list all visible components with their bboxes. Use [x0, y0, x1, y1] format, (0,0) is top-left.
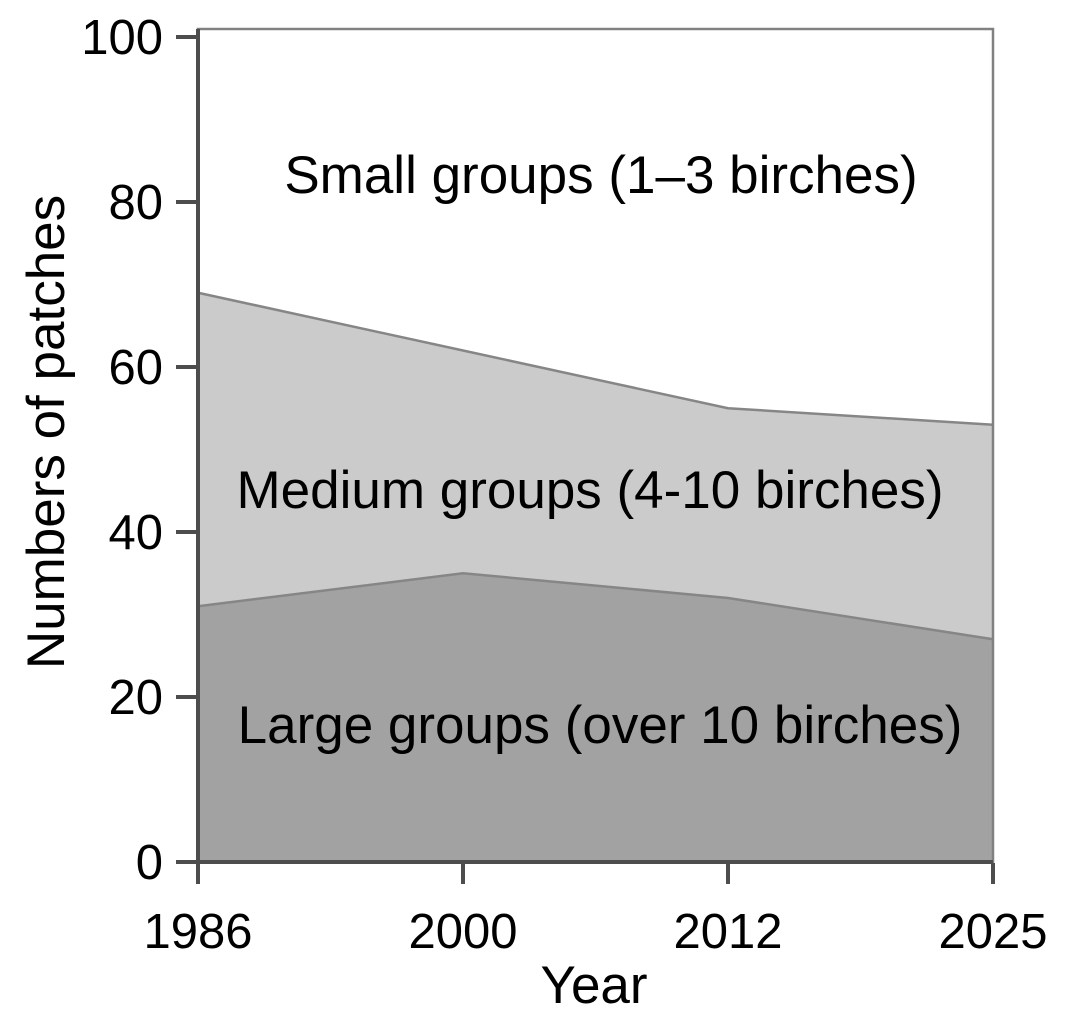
- y-tick-label-80: 80: [108, 176, 163, 230]
- y-tick-label-0: 0: [136, 836, 163, 890]
- y-tick-label-20: 20: [108, 671, 163, 725]
- y-tick-label-100: 100: [81, 11, 163, 65]
- medium-groups-area: [198, 292, 993, 640]
- large-groups-boundary-line: [197, 571, 994, 641]
- y-tick-labels: 100 80 60 40 20 0: [81, 11, 163, 890]
- large-groups-area: [198, 573, 993, 862]
- x-tick-label-2000: 2000: [408, 905, 517, 959]
- x-tick-label-1986: 1986: [143, 905, 252, 959]
- y-axis-title: Numbers of patches: [17, 195, 76, 669]
- small-groups-area-label: Small groups (1–3 birches): [284, 146, 917, 205]
- x-tick-label-2012: 2012: [673, 905, 782, 959]
- axes: [176, 27, 995, 884]
- x-tick-label-2025: 2025: [938, 905, 1047, 959]
- x-axis-ticks: [196, 863, 995, 884]
- small-groups-area: [198, 37, 993, 425]
- y-tick-label-40: 40: [108, 506, 163, 560]
- y-axis-ticks: [176, 35, 197, 864]
- large-groups-area-label: Large groups (over 10 birches): [238, 696, 963, 755]
- chart-areas: [197, 37, 994, 862]
- medium-groups-area-label: Medium groups (4-10 birches): [237, 461, 944, 520]
- area-labels: Small groups (1–3 birches) Medium groups…: [237, 146, 963, 755]
- x-axis-title: Year: [540, 956, 647, 1015]
- medium-groups-boundary-line: [197, 291, 994, 426]
- y-tick-label-60: 60: [108, 341, 163, 395]
- x-tick-labels: 1986 2000 2012 2025: [143, 905, 1047, 959]
